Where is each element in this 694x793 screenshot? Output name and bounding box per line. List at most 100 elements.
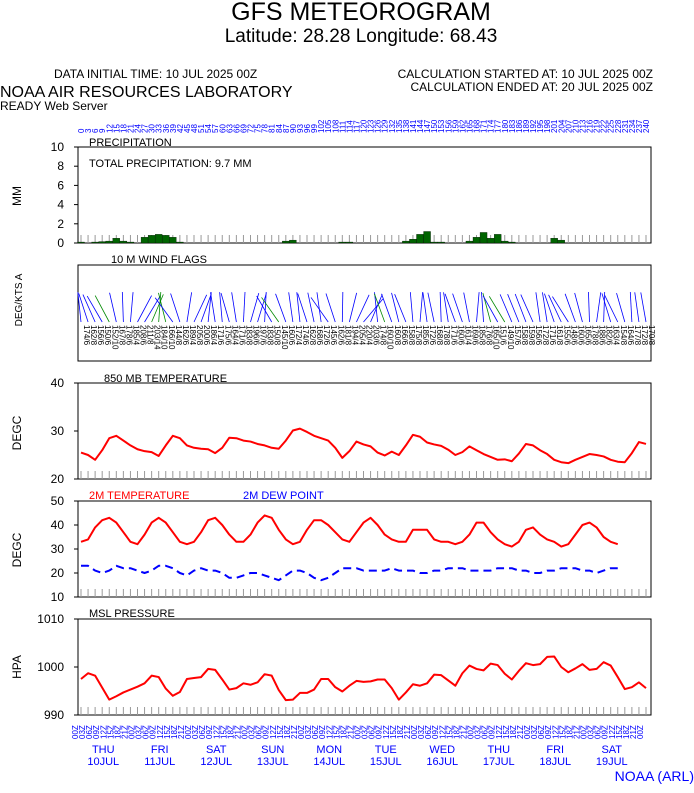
wind-barb xyxy=(481,292,484,323)
bottom-time-label: 21Z xyxy=(516,725,525,739)
wind-value-label: 184/10 xyxy=(160,325,169,350)
temp850-line xyxy=(80,427,647,465)
day-date-label: 15JUL xyxy=(370,756,402,768)
wind-panel xyxy=(77,264,652,362)
wind-value-label: 160/6 xyxy=(576,325,585,346)
day-date-label: 18JUL xyxy=(539,756,571,768)
wind-value-label: 171/6 xyxy=(237,325,246,346)
wind-barb xyxy=(542,292,548,323)
wind-barb xyxy=(316,292,322,323)
precip-bar xyxy=(472,237,481,244)
wind-value-label: 172/6 xyxy=(322,325,331,346)
wind-value-label: 162/8 xyxy=(308,325,317,346)
day-date-label: 19JUL xyxy=(596,756,628,768)
wind-value-label: 205/8 xyxy=(195,325,204,346)
wind-barb xyxy=(77,292,82,323)
wind-barb xyxy=(325,293,336,323)
precip-bar xyxy=(508,241,516,244)
top-hour-label: 90 xyxy=(289,124,298,133)
wind-barb xyxy=(427,292,435,323)
wind-value-label: 175/8 xyxy=(414,325,423,346)
wind-value-label: 167/8 xyxy=(117,325,126,346)
bottom-time-label: 21Z xyxy=(346,725,355,739)
wind-value-label: 169/6 xyxy=(470,325,479,346)
precip-bar xyxy=(169,237,177,244)
day-date-label: 16JUL xyxy=(426,756,458,768)
day-of-week-label: FRI xyxy=(546,744,564,756)
top-hour-label: 204 xyxy=(557,119,566,133)
top-hour-label: 33 xyxy=(155,124,164,133)
precip-bar xyxy=(550,238,558,244)
top-hour-label: 198 xyxy=(543,119,552,133)
wind-barb xyxy=(82,294,96,323)
top-hour-label: 102 xyxy=(317,119,326,133)
wind-barb xyxy=(275,293,287,323)
top-hour-label: 42 xyxy=(176,124,185,133)
bottom-time-label: 09Z xyxy=(431,725,440,739)
day-date-label: 13JUL xyxy=(257,756,289,768)
temp850-ylabel: DEGC xyxy=(10,415,24,450)
wind-barb xyxy=(310,297,329,323)
wind-barb xyxy=(78,293,89,323)
bottom-time-label: 18Z xyxy=(452,725,461,739)
wind-barb xyxy=(219,292,223,323)
top-hour-label: 219 xyxy=(593,119,602,133)
precip-bar xyxy=(91,241,99,244)
top-hour-label: 234 xyxy=(628,119,637,133)
top-hour-label: 180 xyxy=(501,119,510,133)
wind-barb xyxy=(588,292,590,323)
wind-barb xyxy=(616,293,626,323)
wind-barb xyxy=(507,294,520,323)
chart-marks: 0246810203040102030405099010001010174/61… xyxy=(37,140,656,768)
bottom-time-label: 18Z xyxy=(170,725,179,739)
top-hour-label: 186 xyxy=(515,119,524,133)
wind-value-label: 161/4 xyxy=(463,325,472,346)
wind-barb xyxy=(520,294,534,323)
wind-value-label: 174/6 xyxy=(301,325,310,346)
wind-barb xyxy=(356,294,370,323)
top-hour-label: 156 xyxy=(444,119,453,133)
precip-bar xyxy=(176,241,184,244)
y-tick-label: 40 xyxy=(51,518,65,532)
wind-value-label: 185/4 xyxy=(131,325,140,346)
top-hour-label: 75 xyxy=(254,124,263,133)
wind-value-label: 160/8 xyxy=(393,325,402,346)
day-of-week-label: FRI xyxy=(151,744,169,756)
day-of-week-label: SAT xyxy=(206,744,227,756)
wind-value-label: 172/4 xyxy=(294,325,303,346)
top-hour-label: 48 xyxy=(190,124,199,133)
y-tick-label: 10 xyxy=(51,140,65,154)
wind-barb xyxy=(151,294,164,323)
top-hour-label: 162 xyxy=(458,119,467,133)
wind-value-label: 185/8 xyxy=(478,325,487,346)
top-hour-label: 192 xyxy=(529,119,538,133)
wind-value-label: 181/8 xyxy=(343,325,352,346)
precip-bar xyxy=(501,240,509,244)
server-name: READY Web Server xyxy=(0,99,108,113)
wind-value-label: 145/10 xyxy=(280,325,289,350)
precip-bar xyxy=(126,241,135,244)
bottom-time-label: 18Z xyxy=(396,725,405,739)
top-hour-label: 114 xyxy=(345,120,354,133)
wind-value-label: 150/8 xyxy=(273,325,282,346)
wind-value-label: 220/4 xyxy=(365,325,374,346)
wind-value-label: 171/6 xyxy=(216,325,225,346)
precip-bar xyxy=(423,231,431,244)
wind-barb xyxy=(130,292,134,323)
day-date-label: 14JUL xyxy=(313,756,345,768)
top-hour-label: 168 xyxy=(473,119,482,133)
top-hour-label: 51 xyxy=(197,124,206,133)
wind-value-label: 144/8 xyxy=(174,325,183,346)
wind-value-label: 165/6 xyxy=(583,325,592,346)
wind-value-label: 150/6 xyxy=(103,325,112,346)
day-date-label: 17JUL xyxy=(483,756,515,768)
top-hour-label: 6 xyxy=(91,128,100,133)
bottom-time-label: 18Z xyxy=(226,725,235,739)
bottom-time-label: 00Z xyxy=(410,725,419,739)
day-of-week-label: WED xyxy=(429,744,455,756)
bottom-time-label: 00Z xyxy=(354,725,363,739)
wind-barb xyxy=(419,292,424,323)
top-hour-label: 138 xyxy=(402,119,411,133)
top-hour-label: 147 xyxy=(423,119,432,133)
